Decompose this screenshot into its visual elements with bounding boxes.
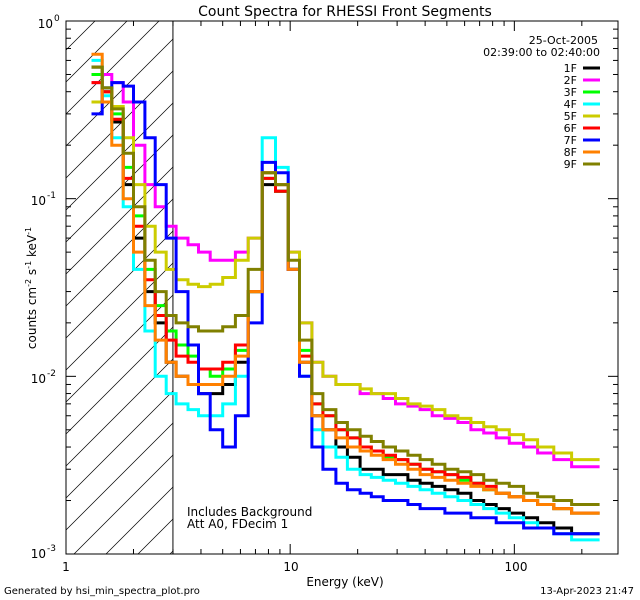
axis-ticks [65,20,618,555]
hatch-line [66,21,160,115]
legend-label: 9F [564,158,577,171]
y-tick-base: 10 [31,194,46,208]
date-label: 25-Oct-2005 [529,34,598,47]
hatch-line [0,0,90,554]
generated-by-label: Generated by hsi_min_spectra_plot.pro [4,586,200,597]
legend-label: 6F [564,122,577,135]
series-line-7F [91,81,600,536]
plot-frame [65,20,619,555]
x-axis-label: Energy (keV) [306,575,383,589]
time-range-label: 02:39:00 to 02:40:00 [483,46,600,59]
legend-label: 3F [564,86,577,99]
y-tick-base: 10 [38,17,53,31]
background-note: Includes Background [187,505,312,519]
series-group [91,52,600,542]
y-tick-label: 10 -1 [31,191,56,208]
series-line-5F [91,90,600,462]
svg-text:10: 10 [38,17,53,31]
hatch-line [0,0,26,554]
y-tick-exp: -1 [47,191,56,201]
y-tick-label: 10 -2 [31,369,56,386]
legend-label: 5F [564,110,577,123]
x-tick-label: 1 [62,560,70,574]
timestamp-label: 13-Apr-2023 21:47 [540,586,634,597]
y-tick-label: 10 0 [38,14,60,31]
attenuator-note: Att A0, FDecim 1 [187,517,288,531]
hatch-line [66,21,224,179]
y-tick-base: 10 [31,372,46,386]
y-axis-label: counts cm-2 s-1 keV-1 [24,227,39,349]
legend-label: 8F [564,146,577,159]
x-tick-label: 100 [505,560,528,574]
y-tick-exp: -3 [47,544,56,554]
chart-title: Count Spectra for RHESSI Front Segments [198,4,492,20]
y-tick-base: 10 [31,547,46,561]
y-tick-exp: 0 [54,14,60,24]
series-line-8F [91,52,600,515]
hatch-line [66,21,128,83]
y-tick-label: 10 -3 [31,544,56,561]
y-tick-exp: -2 [47,369,56,379]
legend-label: 1F [564,62,577,75]
x-tick-label: 10 [283,560,298,574]
legend-label: 2F [564,74,577,87]
legend-label: 7F [564,134,577,147]
legend-label: 4F [564,98,577,111]
series-line-9F [91,65,600,506]
